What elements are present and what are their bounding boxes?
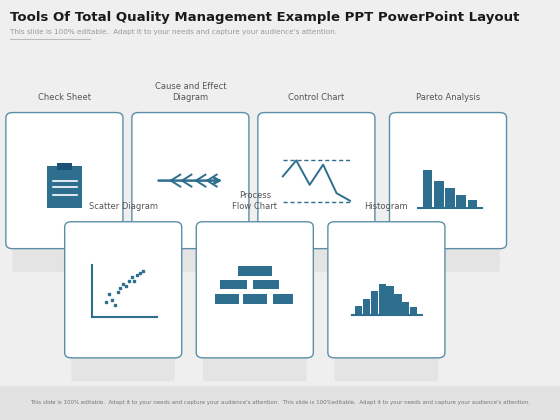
Bar <box>355 306 362 315</box>
Text: This slide is 100% editable.  Adapt it to your needs and capture your audience's: This slide is 100% editable. Adapt it to… <box>10 29 337 34</box>
Bar <box>410 307 417 315</box>
Bar <box>379 284 386 315</box>
Bar <box>423 170 432 208</box>
FancyBboxPatch shape <box>6 113 123 249</box>
Bar <box>47 166 82 208</box>
Text: Pareto Analysis: Pareto Analysis <box>416 93 480 102</box>
Bar <box>394 294 402 315</box>
Bar <box>215 294 239 304</box>
FancyBboxPatch shape <box>197 222 314 358</box>
Text: Scatter Diagram: Scatter Diagram <box>88 202 158 211</box>
FancyBboxPatch shape <box>334 352 438 381</box>
Bar <box>253 280 279 289</box>
FancyBboxPatch shape <box>396 243 500 272</box>
Text: This slide is 100% editable.  Adapt it to your needs and capture your audience's: This slide is 100% editable. Adapt it to… <box>30 400 530 405</box>
FancyBboxPatch shape <box>65 222 181 358</box>
Bar <box>238 266 272 276</box>
Bar <box>220 280 247 289</box>
Bar <box>243 294 267 304</box>
Text: Control Chart: Control Chart <box>288 93 344 102</box>
Text: Histogram: Histogram <box>365 202 408 211</box>
FancyBboxPatch shape <box>258 113 375 249</box>
FancyBboxPatch shape <box>390 113 506 249</box>
Bar <box>57 163 72 171</box>
Text: Tools Of Total Quality Management Example PPT PowerPoint Layout: Tools Of Total Quality Management Exampl… <box>10 10 520 24</box>
Bar <box>363 299 370 315</box>
FancyBboxPatch shape <box>132 113 249 249</box>
Bar <box>386 286 394 315</box>
Bar <box>0 386 560 420</box>
FancyBboxPatch shape <box>138 243 242 272</box>
Bar <box>273 294 292 304</box>
FancyBboxPatch shape <box>72 352 175 381</box>
Bar <box>371 291 378 315</box>
Text: Cause and Effect
Diagram: Cause and Effect Diagram <box>155 82 226 102</box>
FancyBboxPatch shape <box>13 243 116 272</box>
Text: Check Sheet: Check Sheet <box>38 93 91 102</box>
FancyBboxPatch shape <box>203 352 307 381</box>
FancyBboxPatch shape <box>328 222 445 358</box>
Text: Process
Flow Chart: Process Flow Chart <box>232 192 277 211</box>
Bar <box>434 181 444 208</box>
Bar <box>445 188 455 208</box>
FancyBboxPatch shape <box>264 243 368 272</box>
Bar <box>402 302 409 315</box>
Bar <box>468 200 477 208</box>
Bar <box>456 195 466 208</box>
